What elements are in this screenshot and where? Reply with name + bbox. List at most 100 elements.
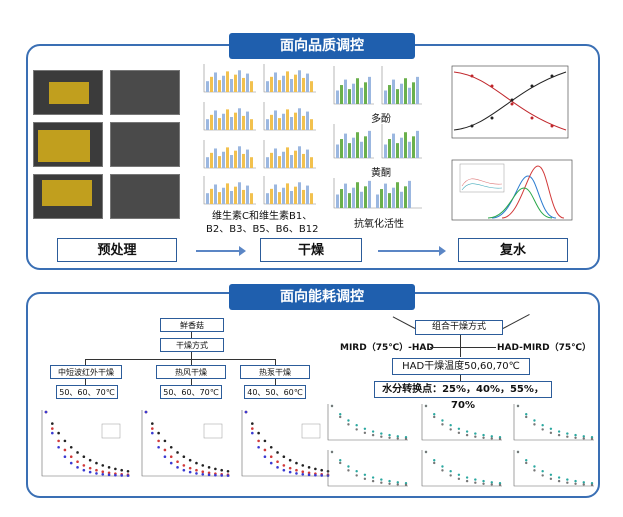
- bar-mark: [416, 76, 419, 104]
- curve-point: [195, 468, 198, 472]
- curve-point: [201, 472, 205, 476]
- bar-mark: [222, 75, 225, 92]
- bar-mark: [238, 146, 241, 168]
- bar-mark: [352, 83, 355, 104]
- bar-mark: [310, 119, 313, 130]
- bar-mark: [310, 81, 313, 92]
- curve-point: [169, 455, 173, 459]
- scatter-point: [441, 469, 444, 472]
- scatter-point: [457, 477, 461, 481]
- curve-point: [120, 474, 123, 477]
- bar-mark: [286, 183, 289, 204]
- scatter-point: [371, 479, 375, 483]
- hot-air-drying-option: 热风干燥: [156, 365, 226, 379]
- bar-mark: [214, 110, 217, 130]
- curve-point: [107, 471, 111, 475]
- scatter-point: [582, 437, 585, 440]
- curve-point: [157, 445, 160, 449]
- bar-mark: [352, 187, 355, 208]
- scatter-point: [498, 482, 502, 485]
- curve-point: [188, 470, 192, 474]
- curve-point: [51, 431, 54, 435]
- curve-point: [263, 455, 267, 459]
- curve-point: [176, 466, 179, 469]
- scatter-point: [355, 428, 358, 431]
- bar-mark: [348, 193, 351, 208]
- bar-mark: [400, 191, 403, 208]
- bar-mark: [286, 71, 289, 92]
- curve-point: [44, 410, 48, 414]
- curve-point: [188, 466, 192, 470]
- curve-point: [69, 461, 73, 465]
- scatter-point: [482, 436, 485, 439]
- curve-point: [88, 470, 92, 474]
- bar-mark: [206, 157, 209, 168]
- vitamins-label-line1: 维生素C和维生素B1、: [212, 211, 313, 222]
- bar-mark: [250, 81, 253, 92]
- bar-mark: [234, 74, 237, 92]
- curve-point: [244, 410, 248, 414]
- bar-mark: [222, 113, 225, 130]
- scatter-point: [371, 430, 375, 433]
- bar-mark: [266, 119, 269, 130]
- scatter-point: [498, 437, 502, 441]
- scatter-point: [355, 424, 358, 427]
- bar-mark: [290, 117, 293, 130]
- scatter-point: [396, 483, 399, 486]
- bar-mark: [270, 152, 273, 168]
- curve-point: [69, 445, 73, 449]
- curve-point: [95, 461, 98, 465]
- bar-mark: [298, 108, 301, 130]
- bar-mark: [306, 149, 309, 168]
- scatter-point: [388, 433, 391, 437]
- bar-mark: [270, 114, 273, 130]
- scatter-point: [590, 437, 594, 441]
- bar-mark: [388, 139, 391, 158]
- scatter-point: [516, 404, 520, 408]
- scatter-point: [574, 479, 577, 483]
- bar-mark: [278, 118, 281, 130]
- scatter-point: [474, 481, 477, 484]
- bar-mark: [340, 85, 343, 104]
- scatter-point: [339, 415, 342, 419]
- bar-mark: [336, 194, 339, 208]
- arrow-right-icon: [196, 246, 246, 256]
- curve-point: [269, 455, 273, 459]
- scatter-point: [557, 430, 561, 433]
- vitamins-label-line2: B2、B3、B5、B6、B12: [206, 224, 319, 235]
- scatter-point: [433, 413, 436, 416]
- vitamin-bar-charts: [203, 64, 316, 205]
- scatter-point: [574, 436, 577, 439]
- curve-point: [263, 448, 267, 452]
- curve-point: [95, 472, 98, 475]
- scatter-point: [363, 431, 367, 435]
- bar-mark: [408, 180, 411, 208]
- bar-mark: [368, 76, 371, 104]
- bar-mark: [306, 73, 309, 92]
- bar-mark: [246, 185, 249, 204]
- scatter-point: [363, 473, 367, 477]
- scatter-point: [465, 479, 469, 483]
- scatter-point: [525, 415, 528, 419]
- curve-point: [220, 474, 223, 477]
- bar-mark: [294, 186, 297, 204]
- scatter-point: [482, 482, 485, 485]
- curve-point: [101, 472, 105, 476]
- curve-point: [307, 466, 311, 469]
- curve-point: [169, 445, 173, 449]
- scatter-point: [474, 435, 477, 438]
- scatter-point: [433, 459, 436, 462]
- curve-point: [176, 451, 179, 454]
- curve-point: [163, 448, 167, 452]
- mird-had-label: MIRD（75℃）-HAD: [340, 343, 434, 353]
- curve-point: [101, 464, 105, 467]
- bar-mark: [274, 148, 277, 168]
- scatter-point: [330, 450, 334, 454]
- curve-point: [263, 439, 267, 443]
- bar-mark: [222, 187, 225, 204]
- curve-point: [51, 427, 54, 430]
- bar-mark: [222, 151, 225, 168]
- curve-point: [169, 461, 173, 465]
- scatter-point: [449, 428, 452, 431]
- bar-mark: [348, 143, 351, 158]
